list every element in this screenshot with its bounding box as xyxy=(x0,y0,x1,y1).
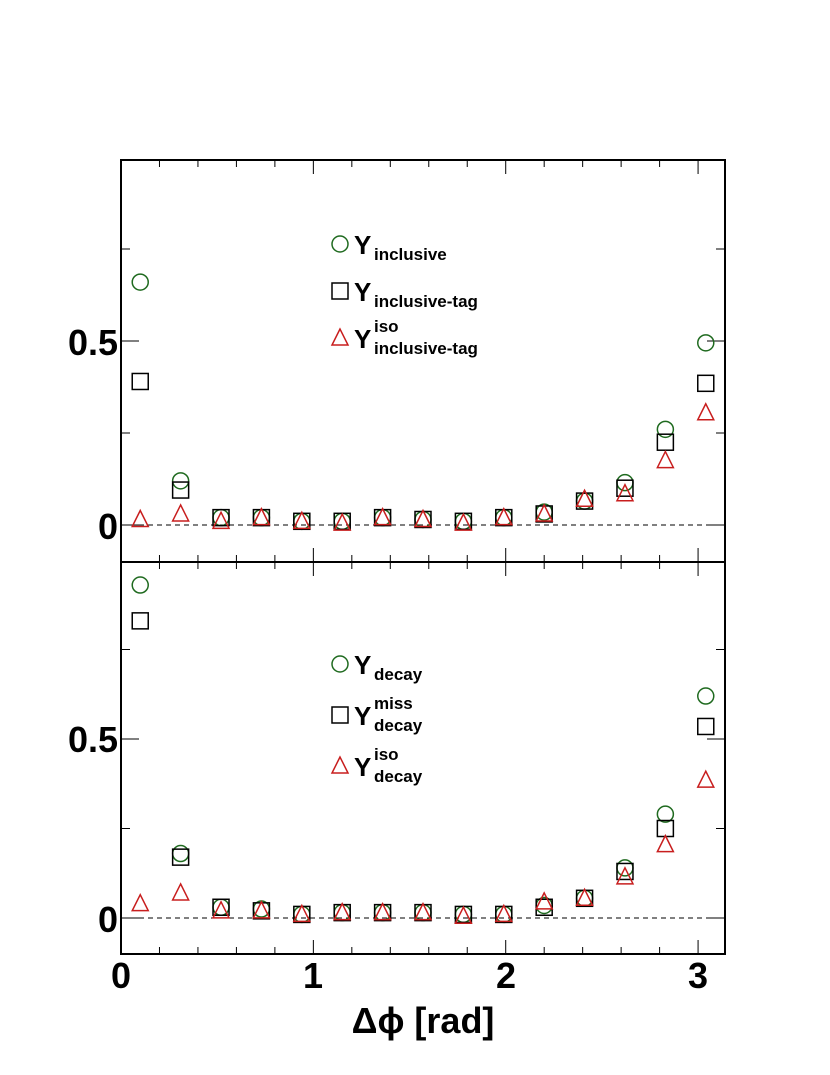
bottom-point-triangle xyxy=(252,900,271,919)
bottom-point-square xyxy=(212,898,230,917)
bottom-point-triangle xyxy=(615,866,635,885)
bottom-point-triangle xyxy=(413,901,433,921)
bottom-point-triangle xyxy=(656,833,675,853)
bottom-point-circle xyxy=(495,905,513,924)
xtick-label-1: 1 xyxy=(303,955,323,996)
top-point-circle xyxy=(616,473,634,492)
bottom-point-square xyxy=(131,612,149,630)
legend-subscript: decay xyxy=(374,767,423,786)
bottom-point-triangle xyxy=(494,903,514,923)
legend-label: Y xyxy=(354,324,371,354)
bottom-ytick-label-0.5: 0.5 xyxy=(68,719,118,760)
bottom-point-triangle xyxy=(292,903,312,923)
top-point-circle xyxy=(131,273,149,291)
bottom-point-triangle xyxy=(131,893,150,912)
legend-label: Y xyxy=(354,701,371,731)
top-point-triangle xyxy=(656,449,675,469)
top-point-triangle xyxy=(575,488,594,507)
legend-superscript: iso xyxy=(374,317,399,336)
bottom-point-square xyxy=(171,848,190,866)
bottom-point-circle xyxy=(333,903,351,922)
legend-subscript: decay xyxy=(374,716,423,735)
legend-subscript: decay xyxy=(374,665,423,684)
bottom-point-triangle xyxy=(534,891,554,910)
bottom-panel-frame xyxy=(120,561,726,955)
bottom-ytick-label-0: 0 xyxy=(98,899,118,940)
top-point-triangle xyxy=(494,506,514,526)
top-point-circle xyxy=(495,508,513,527)
legend-marker-triangle xyxy=(330,755,350,774)
top-point-circle xyxy=(171,472,190,490)
legend-marker-circle xyxy=(331,655,349,673)
top-point-triangle xyxy=(211,510,231,530)
top-point-triangle xyxy=(413,508,433,528)
top-ytick-label-0: 0 xyxy=(98,506,118,547)
top-point-triangle xyxy=(534,503,554,522)
legend-label: Y xyxy=(354,752,371,782)
bottom-point-square xyxy=(697,717,715,736)
bottom-point-triangle xyxy=(575,887,594,907)
bottom-point-triangle xyxy=(332,901,352,921)
top-point-square xyxy=(697,374,715,393)
x-axis-title: Δϕ [rad] xyxy=(352,1000,495,1041)
top-point-triangle xyxy=(615,483,635,502)
top-point-circle xyxy=(252,508,271,527)
xtick-label-0: 0 xyxy=(111,955,131,996)
bottom-point-circle xyxy=(656,805,675,823)
top-point-square xyxy=(616,479,634,497)
top-point-square xyxy=(171,481,190,499)
top-point-triangle xyxy=(131,508,150,528)
top-ytick-label-0.5: 0.5 xyxy=(68,322,118,363)
xtick-label-3: 3 xyxy=(688,955,708,996)
top-panel-frame xyxy=(120,159,726,563)
legend-marker-square xyxy=(331,282,349,300)
legend-marker-square xyxy=(331,706,349,724)
legend-superscript: miss xyxy=(374,694,413,713)
bottom-point-triangle xyxy=(211,900,231,919)
top-point-square xyxy=(212,508,230,527)
top-point-triangle xyxy=(332,512,352,531)
bottom-point-circle xyxy=(697,687,715,705)
legend-label: Y xyxy=(354,230,371,260)
bottom-point-triangle xyxy=(171,882,190,901)
top-point-circle xyxy=(293,512,311,531)
legend-superscript: iso xyxy=(374,745,399,764)
legend-subscript: inclusive-tag xyxy=(374,339,478,358)
bottom-point-triangle xyxy=(373,901,392,921)
top-point-triangle xyxy=(252,506,271,526)
top-point-circle xyxy=(697,334,715,352)
top-point-square xyxy=(575,492,594,510)
bottom-point-circle xyxy=(575,889,594,908)
top-point-circle xyxy=(373,508,392,527)
top-data-points xyxy=(131,273,715,531)
bottom-point-square xyxy=(616,862,634,881)
top-point-circle xyxy=(656,420,675,439)
bottom-data-points xyxy=(131,576,715,924)
xtick-label-2: 2 xyxy=(496,955,516,996)
top-point-square xyxy=(131,372,149,391)
bottom-point-circle xyxy=(131,576,149,594)
legend-label: Y xyxy=(354,650,371,680)
top-ticks xyxy=(120,160,725,562)
legend-subscript: inclusive xyxy=(374,245,447,264)
bottom-ticks xyxy=(120,562,725,954)
top-point-triangle xyxy=(454,512,473,531)
bottom-point-triangle xyxy=(454,905,473,924)
top-point-triangle xyxy=(373,506,392,526)
top-point-triangle xyxy=(171,503,190,522)
bottom-point-triangle xyxy=(696,769,715,788)
legend-label: Y xyxy=(354,277,371,307)
bottom-point-circle xyxy=(171,844,190,863)
legend-marker-triangle xyxy=(330,327,350,346)
top-point-triangle xyxy=(696,402,715,421)
top-point-triangle xyxy=(292,510,312,530)
legend-subscript: inclusive-tag xyxy=(374,292,478,311)
bottom-point-circle xyxy=(293,905,311,924)
legend-marker-circle xyxy=(331,235,349,253)
